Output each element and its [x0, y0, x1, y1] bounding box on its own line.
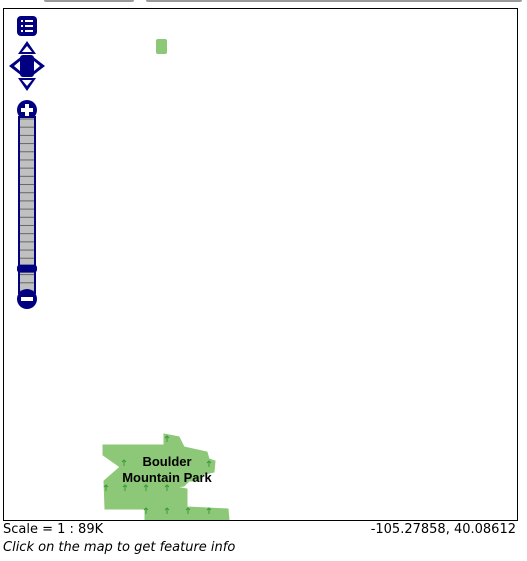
zoom-in-icon[interactable] [17, 100, 37, 120]
map-layer[interactable]: Boulder Mountain Park [4, 9, 517, 520]
zoom-ticks [20, 118, 34, 292]
zoom-out-icon[interactable] [17, 289, 37, 309]
park-label-line1: Boulder [142, 454, 191, 469]
feature-info-hint: Click on the map to get feature info [3, 540, 236, 555]
pan-left-icon[interactable] [9, 56, 22, 76]
map-canvas[interactable]: Boulder Mountain Park [3, 8, 518, 521]
zoom-bar [16, 99, 38, 311]
layer-switcher-button[interactable] [17, 16, 37, 36]
status-bar: Scale = 1 : 89K -105.27858, 40.08612 [3, 522, 516, 539]
pan-controls [8, 40, 46, 92]
layer-switcher-icon [17, 16, 37, 36]
pan-center[interactable] [20, 55, 34, 77]
tab-strip-right[interactable] [146, 0, 522, 2]
tree-symbols [103, 435, 212, 514]
boulder-mountain-park-polygon[interactable] [102, 433, 230, 520]
zoom-slider-handle[interactable] [17, 264, 37, 273]
small-park-polygon[interactable] [156, 39, 167, 54]
pan-up-icon[interactable] [18, 41, 36, 54]
park-label-line2: Mountain Park [122, 470, 212, 485]
tab-strip-left[interactable] [44, 0, 134, 2]
pan-right-icon[interactable] [32, 56, 45, 76]
coordinate-readout: -105.27858, 40.08612 [370, 522, 516, 537]
pan-down-icon[interactable] [18, 78, 36, 91]
scale-readout: Scale = 1 : 89K [3, 522, 104, 537]
